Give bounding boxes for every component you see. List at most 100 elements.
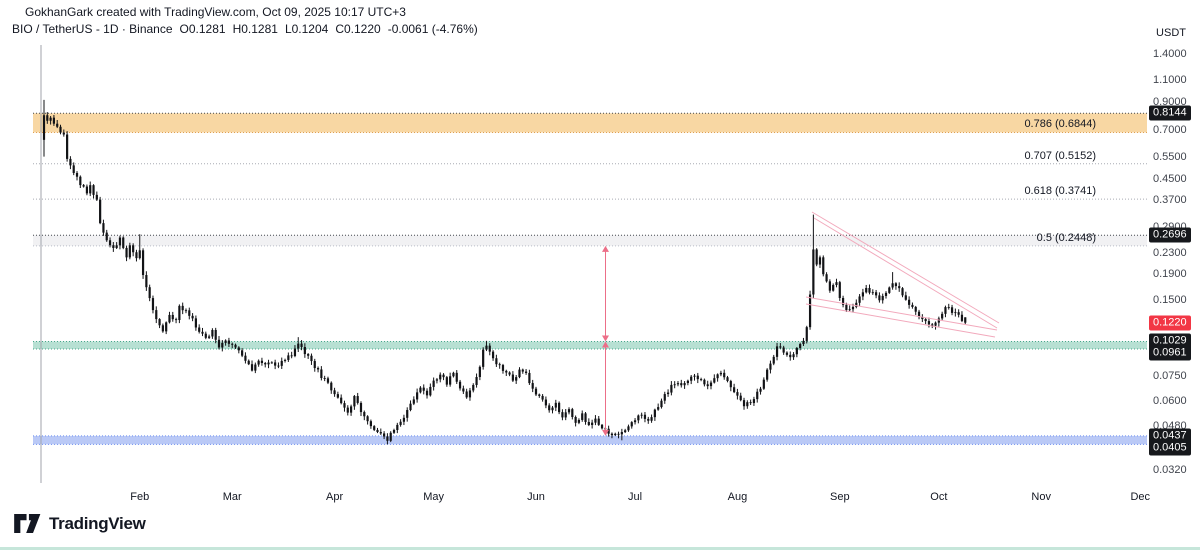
legend-item: O0.1281 — [179, 22, 226, 36]
candle — [244, 352, 247, 364]
candle — [551, 405, 554, 414]
candle — [574, 415, 577, 427]
candle — [366, 415, 369, 425]
candle — [660, 398, 663, 409]
candle — [769, 360, 772, 374]
candle — [198, 324, 201, 334]
candle — [491, 350, 495, 361]
candle — [841, 295, 845, 308]
candle — [383, 431, 386, 440]
candle — [779, 343, 782, 349]
candle — [808, 290, 812, 330]
candle — [875, 289, 878, 299]
legend-item: L0.1204 — [284, 22, 329, 36]
candle — [435, 377, 439, 384]
candle — [891, 272, 894, 290]
candle — [647, 416, 650, 424]
candle — [693, 373, 696, 381]
candle — [211, 328, 214, 339]
candle — [439, 372, 442, 383]
candle — [445, 375, 448, 387]
candle — [584, 411, 587, 425]
candle — [478, 365, 481, 381]
price-level-chip: 0.0405 — [1149, 440, 1191, 456]
candle — [719, 370, 723, 377]
candle — [548, 403, 551, 413]
tradingview-logo[interactable]: TradingView — [14, 514, 146, 534]
candle — [118, 235, 122, 250]
candle — [676, 381, 680, 387]
candle — [353, 394, 356, 410]
candle — [221, 340, 224, 352]
candle — [66, 131, 69, 162]
candle — [802, 337, 805, 347]
x-axis-month-label: Dec — [1130, 491, 1151, 503]
candle — [392, 428, 396, 434]
candle — [56, 120, 59, 129]
candle — [184, 308, 188, 314]
candle — [49, 116, 52, 125]
candle — [145, 271, 148, 291]
candle — [42, 99, 46, 157]
candle — [62, 129, 65, 137]
candle — [475, 373, 478, 388]
candle — [594, 415, 597, 426]
y-axis-tick-label: 0.1900 — [1153, 267, 1187, 280]
candle — [858, 294, 861, 306]
price-level-chip: 0.0437 — [1149, 428, 1191, 444]
candle — [673, 381, 676, 389]
y-axis-tick-label: 0.4500 — [1153, 172, 1187, 185]
candle — [313, 358, 316, 372]
fib-zone-gray — [33, 235, 1147, 246]
candle — [72, 162, 75, 176]
tradingview-logo-icon — [14, 514, 41, 534]
candle — [214, 327, 217, 344]
fib-level-label: 0.707 (0.5152) — [1024, 149, 1096, 162]
candle — [181, 302, 184, 315]
bands-layer — [33, 112, 1147, 445]
candle — [89, 181, 92, 197]
candle — [544, 396, 548, 409]
candle — [832, 283, 835, 292]
attribution-text: GokhanGark created with TradingView.com,… — [25, 5, 406, 19]
y-axis-tick-label: 1.1000 — [1153, 74, 1187, 87]
candle — [538, 393, 541, 398]
tradingview-logo-text: TradingView — [49, 514, 146, 533]
candle — [349, 404, 353, 416]
candle — [274, 359, 277, 370]
support-zone-teal — [33, 341, 1147, 350]
measure-arrows — [602, 245, 609, 436]
candle — [637, 414, 640, 424]
candle — [828, 279, 831, 293]
candle — [171, 311, 174, 322]
candle — [703, 378, 706, 387]
candle — [359, 401, 363, 417]
price-level-chip: 0.1029 — [1149, 333, 1191, 349]
candles-layer[interactable] — [42, 99, 967, 445]
candle — [442, 373, 445, 381]
candle — [135, 249, 138, 262]
candle — [307, 353, 310, 359]
candle — [346, 405, 349, 416]
candle — [389, 431, 392, 443]
candle — [250, 360, 254, 372]
candle — [614, 432, 617, 436]
candle — [610, 432, 614, 439]
y-axis-tick-label: 0.0600 — [1153, 394, 1187, 407]
candle — [795, 346, 798, 358]
candle — [597, 415, 600, 426]
y-axis-tick-label: 0.5500 — [1153, 150, 1187, 163]
candle — [944, 305, 947, 318]
candle — [82, 183, 85, 188]
candle — [571, 407, 574, 420]
candle — [772, 354, 775, 366]
candle — [505, 369, 508, 376]
candle — [247, 359, 250, 366]
candle — [911, 302, 914, 309]
candle — [792, 352, 795, 360]
candle — [521, 368, 524, 374]
candle — [406, 407, 409, 422]
candle — [264, 361, 267, 368]
candle — [46, 112, 49, 124]
